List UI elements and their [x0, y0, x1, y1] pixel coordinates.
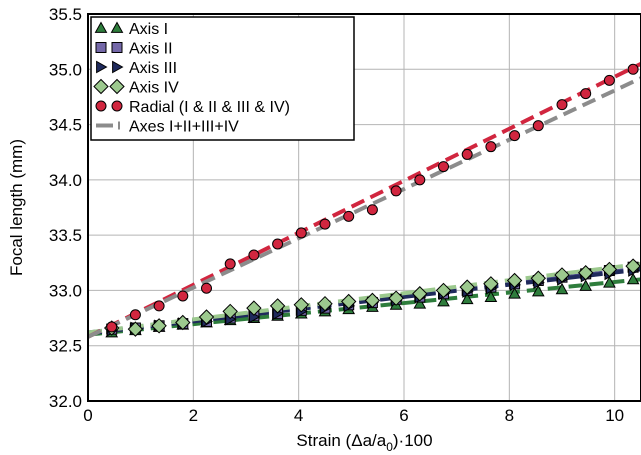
data-point [437, 294, 450, 307]
data-point [461, 148, 473, 160]
legend: Axis I Axis II Axis III Axis IV Radial (I & … [90, 16, 355, 141]
data-point [153, 300, 165, 312]
legend-marker [95, 100, 107, 112]
legend-marker [112, 60, 124, 74]
legend-box [90, 16, 355, 141]
legend-marker [111, 100, 123, 112]
y-tick-label: 34.0 [49, 171, 82, 190]
data-point [390, 185, 402, 197]
legend-marker [109, 78, 125, 95]
data-point [580, 88, 592, 100]
data-point [555, 282, 569, 295]
y-tick-label: 32.5 [49, 337, 82, 356]
legend-label: Axis III [129, 60, 177, 77]
data-point [556, 99, 568, 111]
data-point [151, 318, 167, 334]
tick-labels: 0 2 4 6 8 10 32.0 32.5 33.0 33.5 34.0 34.5 35.0 35.5 [49, 5, 624, 425]
data-point [175, 314, 191, 331]
y-tick-label: 32.0 [49, 392, 82, 411]
data-point [627, 63, 639, 75]
legend-marker [110, 21, 124, 33]
legend-label: Axis I [129, 21, 168, 38]
x-tick-label: 2 [189, 406, 198, 425]
legend-marker [96, 60, 108, 74]
data-point [435, 282, 452, 299]
data-point [601, 261, 618, 278]
data-point [129, 309, 141, 321]
data-point [485, 141, 497, 153]
data-point [414, 174, 426, 186]
legend-marker [93, 78, 109, 95]
legend-marker [94, 21, 108, 33]
fit-line [87, 277, 641, 337]
y-tick-label: 33.0 [49, 281, 82, 300]
data-point [603, 276, 616, 288]
legend-label: Radial (I & II & III & IV) [129, 99, 290, 116]
data-point [248, 249, 260, 261]
data-point [530, 270, 547, 286]
x-tick-label: 6 [399, 406, 408, 425]
legend-marker [111, 42, 123, 53]
data-point [438, 161, 449, 173]
data-point [198, 309, 215, 325]
x-axis-title: Strain (Δa/a0)·100 [296, 431, 432, 454]
data-point [222, 303, 238, 320]
data-point [269, 298, 286, 314]
data-point [177, 290, 189, 302]
data-point [343, 210, 355, 222]
data-point [272, 238, 284, 250]
data-point [483, 276, 499, 292]
data-point [459, 279, 475, 295]
legend-label: Axis IV [129, 80, 179, 97]
data-point [317, 295, 333, 312]
x-tick-label: 10 [605, 406, 624, 425]
data-point [295, 227, 307, 239]
x-tick-label: 8 [505, 406, 514, 425]
x-tick-label: 0 [83, 406, 92, 425]
data-point [460, 292, 474, 305]
data-point [577, 265, 594, 281]
data-point [579, 279, 593, 291]
data-point [484, 290, 498, 302]
data-point [531, 285, 545, 297]
data-point [201, 282, 212, 294]
data-point [412, 286, 428, 302]
x-tick-label: 4 [294, 406, 303, 425]
data-point [319, 218, 331, 230]
y-tick-label: 33.5 [49, 226, 82, 245]
data-point [413, 297, 427, 309]
data-point [626, 272, 640, 285]
y-tick-label: 35.0 [49, 60, 82, 79]
data-point [554, 267, 570, 283]
y-axis-title: Focal length (mm) [7, 139, 26, 276]
legend-label: Axes I+II+III+IV [129, 119, 239, 136]
y-tick-label: 34.5 [49, 116, 82, 135]
legend-label: Axis II [129, 41, 173, 58]
data-point [508, 287, 521, 299]
legend-marker [95, 42, 107, 53]
data-point [224, 258, 236, 270]
data-point [127, 321, 144, 337]
data-point [340, 293, 357, 310]
data-point [532, 120, 544, 132]
data-point [603, 74, 615, 86]
data-point [506, 272, 523, 289]
y-tick-label: 35.5 [49, 5, 82, 24]
plot-frame [87, 13, 641, 402]
data-markers [103, 63, 641, 338]
fit-line [87, 61, 641, 339]
data-point [625, 258, 641, 274]
data-point [388, 290, 404, 306]
combined-fit-line [87, 76, 641, 339]
data-point [366, 204, 378, 216]
data-point [246, 300, 262, 316]
data-point [509, 130, 521, 142]
data-point [364, 292, 381, 309]
data-point [106, 321, 118, 333]
data-point [293, 297, 310, 313]
